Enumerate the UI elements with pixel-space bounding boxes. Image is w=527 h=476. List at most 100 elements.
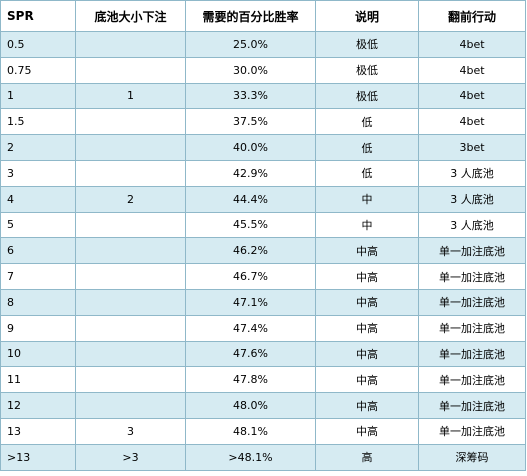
table-row: 6 46.2% 中高 单一加注底池 [0, 237, 526, 265]
cell-description: 低 [315, 134, 419, 161]
cell-pot-bets: >3 [75, 443, 186, 471]
cell-preflop-action: 单一加注底池 [418, 392, 526, 419]
cell-preflop-action: 4bet [418, 108, 526, 136]
cell-spr: 4 [0, 185, 76, 213]
cell-spr: 1.5 [0, 108, 76, 136]
cell-pot-bets [75, 392, 186, 419]
cell-required-equity: 47.6% [185, 340, 316, 368]
table-row: 13 3 48.1% 中高 单一加注底池 [0, 417, 526, 445]
cell-spr: 9 [0, 314, 76, 342]
cell-pot-bets [75, 108, 186, 136]
table-row: 7 46.7% 中高 单一加注底池 [0, 263, 526, 290]
cell-pot-bets: 3 [75, 417, 186, 445]
cell-description: 中 [315, 211, 419, 239]
table-row: 9 47.4% 中高 单一加注底池 [0, 314, 526, 342]
cell-spr: 6 [0, 237, 76, 265]
cell-spr: 0.5 [0, 31, 76, 58]
cell-spr: 8 [0, 288, 76, 316]
cell-pot-bets [75, 340, 186, 368]
header-description: 说明 [315, 0, 419, 32]
cell-spr: 3 [0, 159, 76, 187]
table-row: 11 47.8% 中高 单一加注底池 [0, 366, 526, 394]
header-row: SPR 底池大小下注 需要的百分比胜率 说明 翻前行动 [0, 0, 526, 32]
cell-required-equity: 47.4% [185, 314, 316, 342]
cell-preflop-action: 3 人底池 [418, 159, 526, 187]
header-pot-bets: 底池大小下注 [75, 0, 186, 32]
cell-pot-bets [75, 237, 186, 265]
cell-spr: 11 [0, 366, 76, 394]
cell-spr: 1 [0, 82, 76, 110]
cell-description: 中高 [315, 340, 419, 368]
cell-spr: 12 [0, 392, 76, 419]
cell-preflop-action: 3 人底池 [418, 185, 526, 213]
cell-required-equity: 47.1% [185, 288, 316, 316]
cell-pot-bets [75, 56, 186, 84]
table-row: 10 47.6% 中高 单一加注底池 [0, 340, 526, 368]
cell-pot-bets [75, 314, 186, 342]
cell-description: 中 [315, 185, 419, 213]
header-preflop-action: 翻前行动 [418, 0, 526, 32]
cell-pot-bets [75, 31, 186, 58]
cell-preflop-action: 4bet [418, 31, 526, 58]
cell-description: 极低 [315, 56, 419, 84]
table-row: 1 1 33.3% 极低 4bet [0, 82, 526, 110]
cell-required-equity: 44.4% [185, 185, 316, 213]
cell-pot-bets [75, 288, 186, 316]
table-row: 1.5 37.5% 低 4bet [0, 108, 526, 136]
cell-description: 极低 [315, 82, 419, 110]
cell-spr: 5 [0, 211, 76, 239]
cell-preflop-action: 3bet [418, 134, 526, 161]
cell-required-equity: 33.3% [185, 82, 316, 110]
cell-spr: 2 [0, 134, 76, 161]
cell-description: 中高 [315, 366, 419, 394]
cell-pot-bets [75, 211, 186, 239]
cell-description: 低 [315, 108, 419, 136]
header-required-equity: 需要的百分比胜率 [185, 0, 316, 32]
table-row: 2 40.0% 低 3bet [0, 134, 526, 161]
cell-description: 中高 [315, 263, 419, 290]
cell-required-equity: 40.0% [185, 134, 316, 161]
cell-required-equity: >48.1% [185, 443, 316, 471]
cell-preflop-action: 单一加注底池 [418, 237, 526, 265]
cell-preflop-action: 4bet [418, 82, 526, 110]
cell-preflop-action: 4bet [418, 56, 526, 84]
cell-preflop-action: 单一加注底池 [418, 314, 526, 342]
cell-preflop-action: 3 人底池 [418, 211, 526, 239]
cell-pot-bets [75, 366, 186, 394]
cell-required-equity: 47.8% [185, 366, 316, 394]
table-row: 8 47.1% 中高 单一加注底池 [0, 288, 526, 316]
cell-description: 极低 [315, 31, 419, 58]
cell-required-equity: 25.0% [185, 31, 316, 58]
table-row: 0.75 30.0% 极低 4bet [0, 56, 526, 84]
cell-description: 高 [315, 443, 419, 471]
cell-spr: 10 [0, 340, 76, 368]
cell-preflop-action: 单一加注底池 [418, 263, 526, 290]
cell-description: 中高 [315, 288, 419, 316]
cell-preflop-action: 深筹码 [418, 443, 526, 471]
cell-preflop-action: 单一加注底池 [418, 340, 526, 368]
cell-description: 中高 [315, 237, 419, 265]
cell-preflop-action: 单一加注底池 [418, 417, 526, 445]
cell-pot-bets [75, 134, 186, 161]
cell-spr: 7 [0, 263, 76, 290]
cell-pot-bets: 2 [75, 185, 186, 213]
cell-pot-bets: 1 [75, 82, 186, 110]
table-row: 12 48.0% 中高 单一加注底池 [0, 392, 526, 419]
cell-pot-bets [75, 159, 186, 187]
cell-description: 低 [315, 159, 419, 187]
cell-description: 中高 [315, 314, 419, 342]
table-row: 4 2 44.4% 中 3 人底池 [0, 185, 526, 213]
cell-spr: 13 [0, 417, 76, 445]
cell-spr: >13 [0, 443, 76, 471]
table-row: >13 >3 >48.1% 高深筹码 [0, 443, 526, 471]
cell-required-equity: 46.2% [185, 237, 316, 265]
cell-preflop-action: 单一加注底池 [418, 366, 526, 394]
cell-description: 中高 [315, 392, 419, 419]
cell-pot-bets [75, 263, 186, 290]
table-row: 0.5 25.0% 极低 4bet [0, 31, 526, 58]
cell-required-equity: 37.5% [185, 108, 316, 136]
table-row: 5 45.5% 中 3 人底池 [0, 211, 526, 239]
cell-spr: 0.75 [0, 56, 76, 84]
table-row: 3 42.9% 低 3 人底池 [0, 159, 526, 187]
